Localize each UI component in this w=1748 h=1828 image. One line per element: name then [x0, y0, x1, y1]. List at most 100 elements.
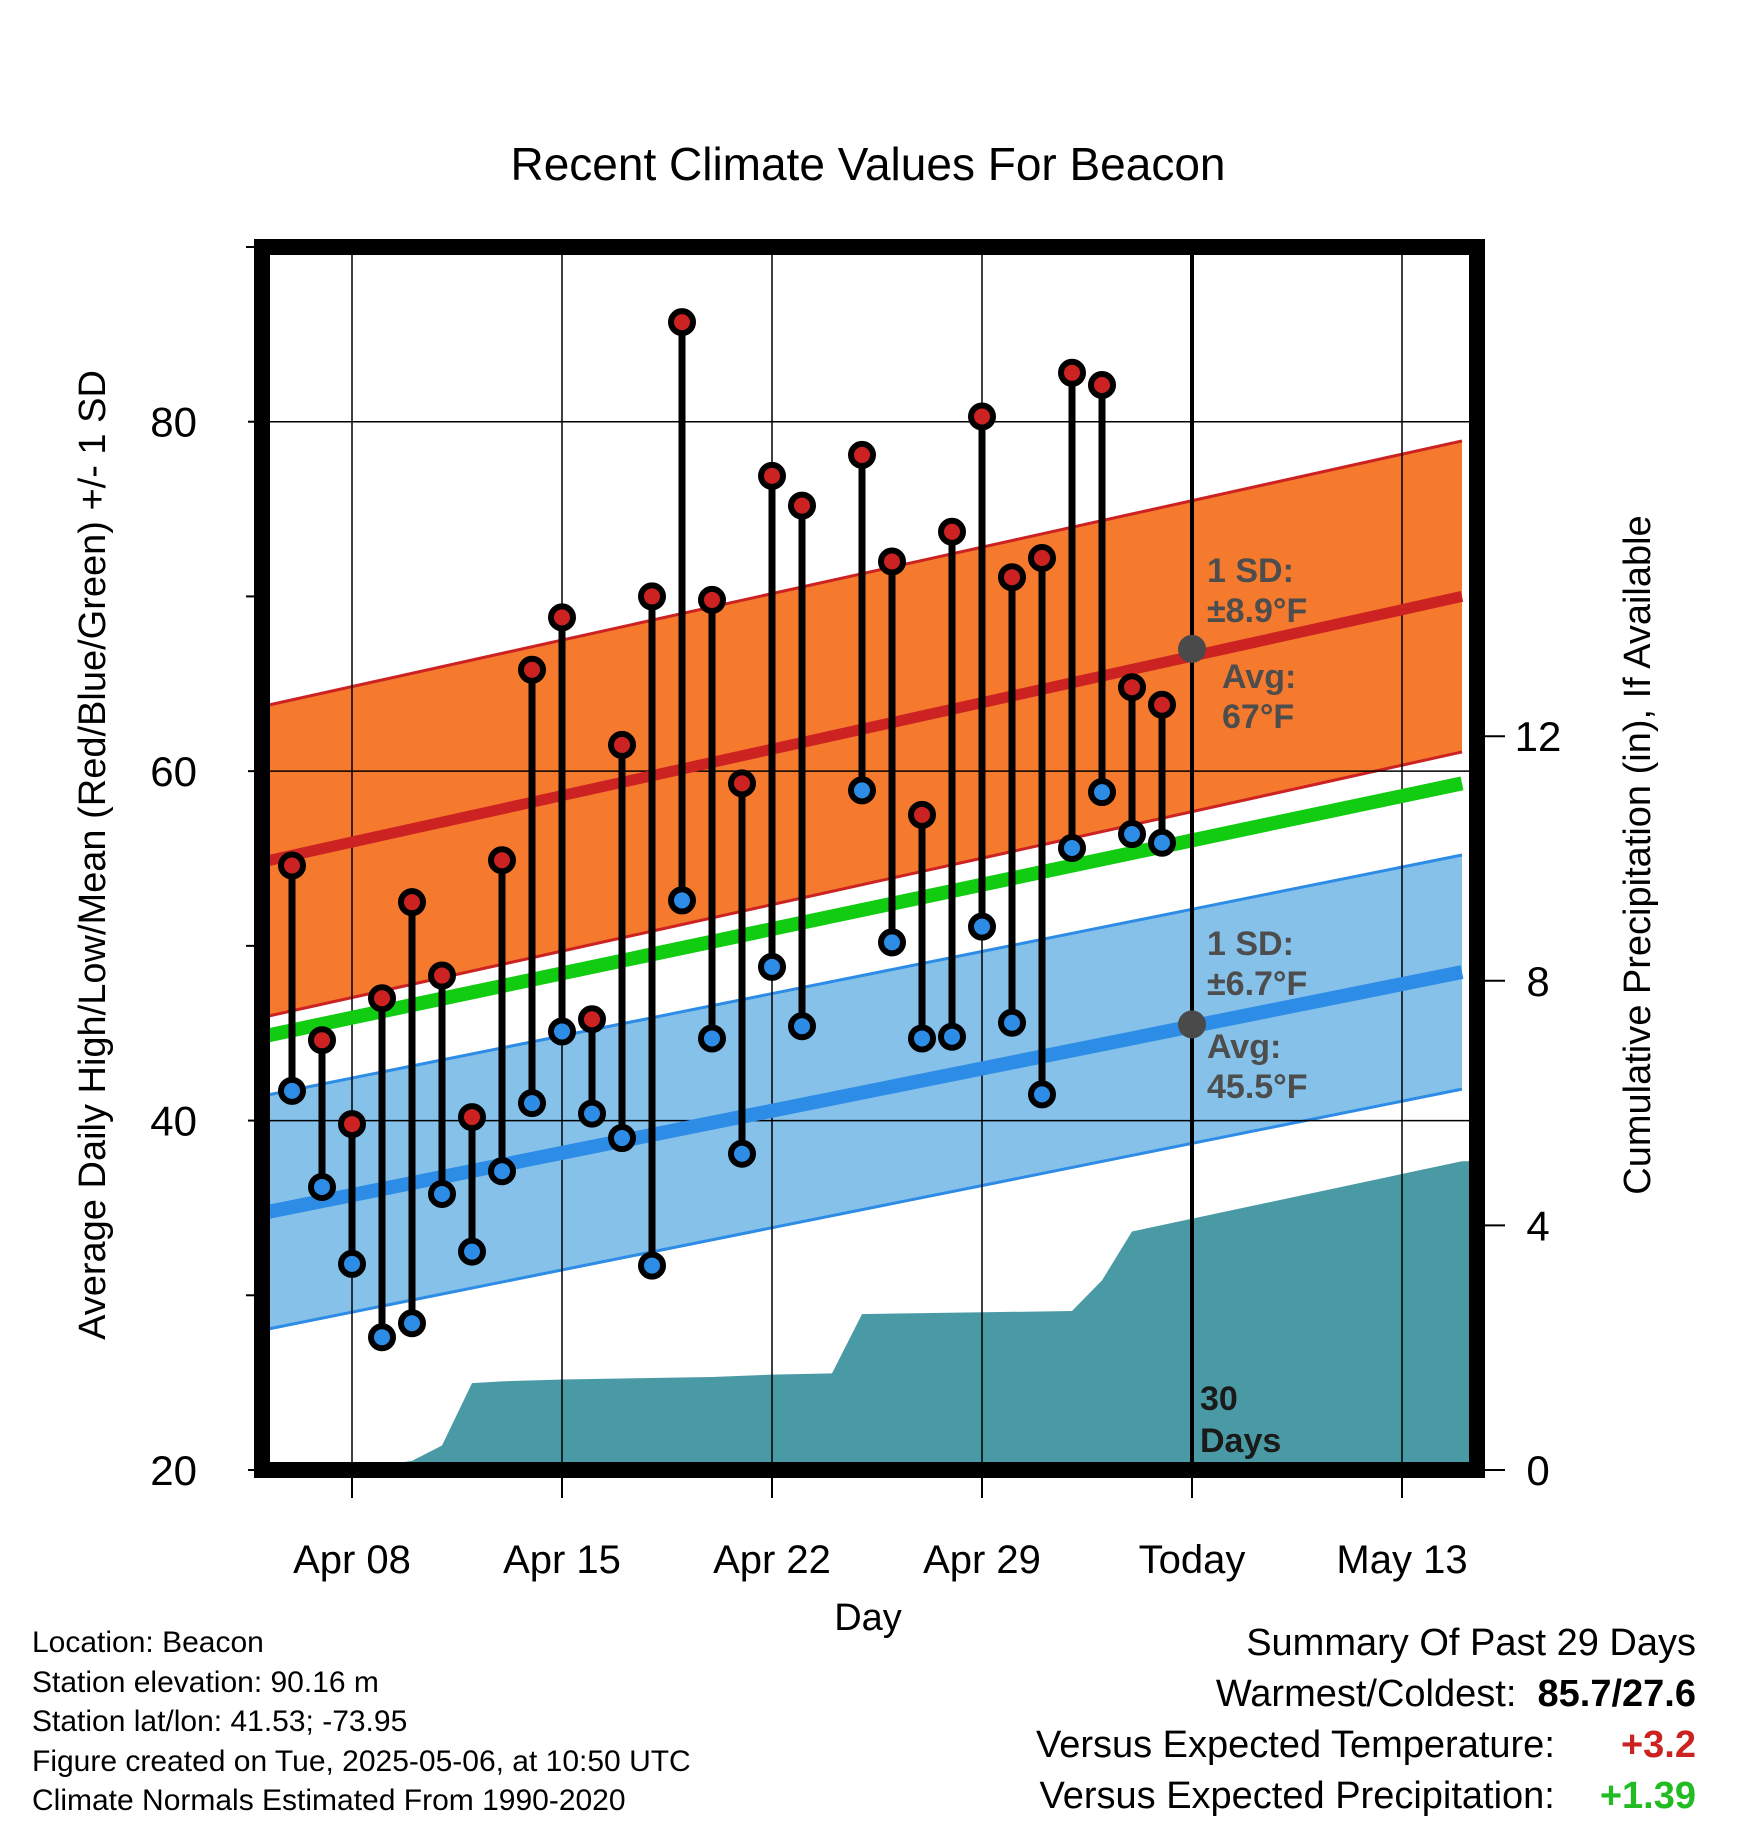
low-temp-point — [488, 1157, 516, 1186]
low-temp-point — [578, 1099, 606, 1128]
y-tick-label: 80 — [150, 399, 197, 446]
high-avg-value: 67°F — [1222, 698, 1294, 736]
low-temp-point — [878, 928, 906, 957]
x-tick-label: Apr 22 — [713, 1538, 831, 1582]
low-temp-point — [668, 886, 696, 915]
high-temp-point — [548, 603, 576, 632]
high-temp-point — [518, 655, 546, 684]
low-temp-point — [608, 1124, 636, 1153]
low-avg-value: 45.5°F — [1207, 1068, 1308, 1106]
low-temp-point — [938, 1022, 966, 1051]
window-label-number: 30 — [1200, 1380, 1238, 1418]
low-temp-point — [758, 952, 786, 981]
high-temp-point — [1058, 358, 1086, 387]
mean-normal-line — [260, 776, 1464, 1044]
precip-anomaly-value: +1.39 — [1599, 1775, 1696, 1817]
summary-title: Summary Of Past 29 Days — [1246, 1622, 1696, 1664]
high-temp-point — [788, 491, 816, 520]
low-temp-point — [338, 1249, 366, 1278]
high-temp-point — [758, 461, 786, 490]
low-normal-line — [260, 965, 1464, 1221]
low-temp-point — [998, 1008, 1026, 1037]
x-tick-label: May 13 — [1336, 1538, 1467, 1582]
low-temp-point — [728, 1139, 756, 1168]
low-temp-point — [848, 776, 876, 805]
high-temp-point — [698, 585, 726, 614]
y2-tick-label: 0 — [1526, 1447, 1549, 1494]
low-sd-title: 1 SD: — [1207, 925, 1294, 963]
station-info: Location: Beacon Station elevation: 90.1… — [32, 1623, 691, 1821]
low-temp-point — [908, 1024, 936, 1053]
high-temp-point — [908, 800, 936, 829]
warm-cold-label: Warmest/Coldest: — [1215, 1673, 1517, 1715]
high-temp-point — [608, 730, 636, 759]
temp-anomaly-label: Versus Expected Temperature: — [1035, 1724, 1555, 1766]
normals-text: Climate Normals Estimated From 1990-2020 — [32, 1784, 626, 1817]
low-temp-point — [1028, 1080, 1056, 1109]
latlon-text: Station lat/lon: 41.53; -73.95 — [32, 1705, 408, 1738]
low-avg-today-marker — [1178, 1010, 1206, 1039]
low-temp-point — [968, 912, 996, 941]
chart-title: Recent Climate Values For Beacon — [510, 138, 1225, 190]
high-temp-point — [578, 1005, 606, 1034]
created-text: Figure created on Tue, 2025-05-06, at 10… — [32, 1744, 691, 1778]
high-temp-point — [728, 769, 756, 798]
low-temp-point — [788, 1012, 816, 1041]
y2-tick-label: 12 — [1515, 713, 1562, 760]
elevation-text: Station elevation: 90.16 m — [32, 1665, 379, 1699]
high-temp-point — [878, 547, 906, 576]
y-tick-label: 20 — [150, 1447, 197, 1494]
precip-anomaly-label: Versus Expected Precipitation: — [1039, 1775, 1555, 1817]
high-temp-point — [398, 888, 426, 917]
low-sd-value: ±6.7°F — [1207, 965, 1307, 1003]
temp-anomaly-value: +3.2 — [1620, 1724, 1696, 1766]
high-avg-today-marker — [1178, 634, 1206, 663]
precip-area — [262, 1161, 1477, 1470]
warm-cold-value: 85.7/27.6 — [1537, 1673, 1696, 1715]
high-temp-point — [428, 961, 456, 990]
high-avg-title: Avg: — [1222, 658, 1296, 696]
low-temp-point — [1088, 778, 1116, 807]
high-temp-point — [368, 984, 396, 1013]
low-temp-point — [428, 1179, 456, 1208]
y2-tick-label: 4 — [1526, 1202, 1549, 1249]
high-temp-point — [848, 440, 876, 469]
y-tick-label: 40 — [150, 1098, 197, 1145]
low-temp-point — [518, 1089, 546, 1118]
high-sd-value: ±8.9°F — [1207, 592, 1307, 630]
high-sd-lower-edge — [261, 750, 1463, 1019]
high-sd-title: 1 SD: — [1207, 552, 1294, 590]
low-sd-lower-edge — [261, 1087, 1463, 1332]
low-temp-point — [458, 1237, 486, 1266]
summary-panel: Summary Of Past 29 Days Warmest/Coldest:… — [1036, 1618, 1696, 1822]
high-temp-point — [458, 1103, 486, 1132]
high-temp-point — [638, 582, 666, 611]
y2-axis-label: Cumulative Precipitation (in), If Availa… — [1617, 515, 1659, 1194]
x-axis-label: Day — [834, 1597, 902, 1639]
x-tick-label: Apr 08 — [293, 1538, 411, 1582]
low-temp-point — [548, 1017, 576, 1046]
high-temp-point — [668, 308, 696, 337]
low-temp-point — [368, 1323, 396, 1352]
plot-frame — [254, 239, 1485, 1478]
location-text: Location: Beacon — [32, 1626, 264, 1659]
x-tick-label: Apr 29 — [923, 1538, 1041, 1582]
y2-tick-label: 8 — [1526, 958, 1549, 1005]
window-label-unit: Days — [1200, 1422, 1281, 1460]
high-temp-point — [968, 402, 996, 431]
high-temp-point — [278, 851, 306, 880]
high-temp-point — [1028, 543, 1056, 572]
low-temp-point — [308, 1172, 336, 1201]
x-tick-label: Today — [1139, 1538, 1246, 1582]
low-sd-upper-edge — [261, 853, 1463, 1098]
low-temp-point — [1058, 834, 1086, 863]
high-temp-point — [1148, 690, 1176, 719]
low-temp-point — [638, 1251, 666, 1280]
high-temp-point — [938, 517, 966, 546]
high-temp-point — [488, 846, 516, 875]
high-temp-point — [1118, 673, 1146, 702]
y-tick-label: 60 — [150, 748, 197, 795]
x-tick-label: Apr 15 — [503, 1538, 621, 1582]
